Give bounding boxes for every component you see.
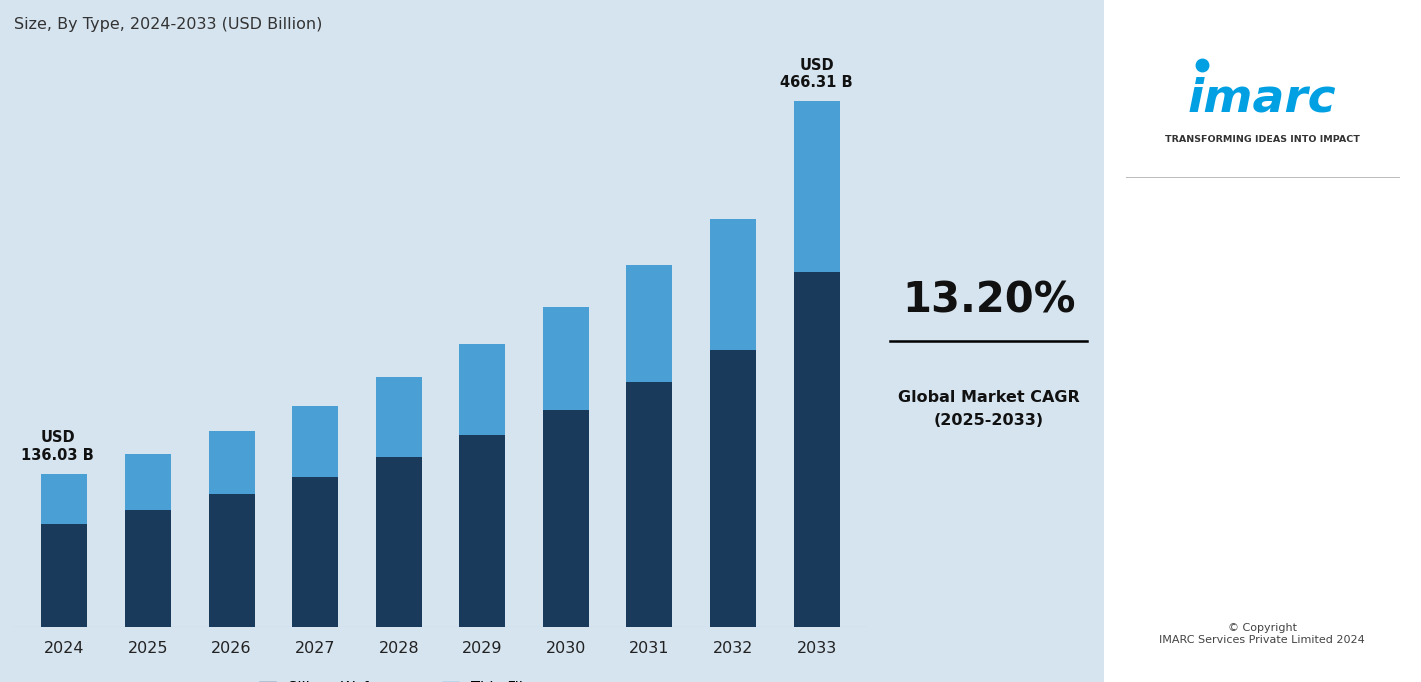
Bar: [459, 344, 506, 434]
Bar: [375, 457, 422, 627]
Bar: [874, 0, 1104, 682]
Text: Size, By Type, 2024-2033 (USD Billion): Size, By Type, 2024-2033 (USD Billion): [14, 18, 323, 33]
Text: 13.20%: 13.20%: [902, 279, 1076, 321]
Bar: [125, 510, 171, 627]
Bar: [209, 431, 254, 494]
Text: © Copyright
IMARC Services Private Limited 2024: © Copyright IMARC Services Private Limit…: [1160, 623, 1366, 645]
Bar: [543, 307, 588, 410]
Text: Global Market CAGR
(2025-2033): Global Market CAGR (2025-2033): [898, 390, 1080, 428]
Text: imarc: imarc: [1188, 76, 1337, 121]
Bar: [627, 265, 672, 381]
Bar: [710, 218, 756, 350]
Bar: [41, 524, 87, 627]
Bar: [1104, 0, 1421, 682]
Bar: [794, 272, 840, 627]
Bar: [293, 477, 338, 627]
Text: USD
466.31 B: USD 466.31 B: [780, 58, 853, 90]
Bar: [209, 494, 254, 627]
Text: TRANSFORMING IDEAS INTO IMPACT: TRANSFORMING IDEAS INTO IMPACT: [1165, 135, 1360, 145]
Bar: [710, 350, 756, 627]
Bar: [41, 474, 87, 524]
Bar: [459, 434, 506, 627]
Bar: [794, 102, 840, 272]
Text: USD
136.03 B: USD 136.03 B: [21, 430, 94, 462]
Bar: [543, 410, 588, 627]
Bar: [375, 377, 422, 457]
Bar: [125, 454, 171, 510]
Bar: [627, 381, 672, 627]
Bar: [293, 406, 338, 477]
